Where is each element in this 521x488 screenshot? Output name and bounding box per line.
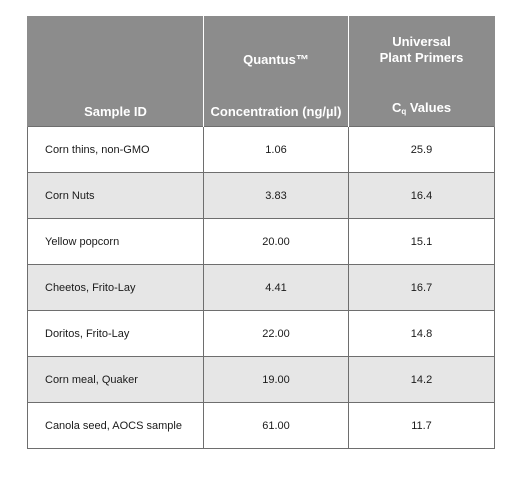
- header-cq-rest: Values: [406, 100, 452, 115]
- table-body: Corn thins, non-GMO 1.06 25.9 Corn Nuts …: [27, 126, 495, 449]
- sample-cell: Yellow popcorn: [27, 218, 204, 265]
- cq-cell: 14.8: [348, 310, 495, 357]
- sample-cell: Corn Nuts: [27, 172, 204, 219]
- header-concentration: Quantus™ Concentration (ng/µl): [203, 16, 349, 127]
- concentration-cell: 20.00: [203, 218, 349, 265]
- header-cq-subscript: q: [401, 107, 407, 116]
- header-cq-values: Universal Plant Primers Cq Values: [348, 16, 495, 127]
- header-sample-id-label: Sample ID: [84, 104, 147, 119]
- concentration-cell: 22.00: [203, 310, 349, 357]
- header-concentration-label: Concentration (ng/µl): [210, 104, 342, 119]
- concentration-cell: 4.41: [203, 264, 349, 311]
- sample-cell: Doritos, Frito-Lay: [27, 310, 204, 357]
- table-row: Doritos, Frito-Lay 22.00 14.8: [27, 310, 495, 357]
- sample-cell: Canola seed, AOCS sample: [27, 402, 204, 449]
- table-row: Yellow popcorn 20.00 15.1: [27, 218, 495, 265]
- cq-cell: 15.1: [348, 218, 495, 265]
- header-primers-line2: Plant Primers: [379, 50, 464, 65]
- table-header: Sample ID Quantus™ Concentration (ng/µl)…: [27, 16, 495, 127]
- concentration-cell: 19.00: [203, 356, 349, 403]
- header-primers-label: Universal Plant Primers: [349, 34, 494, 66]
- cq-cell: 14.2: [348, 356, 495, 403]
- table-row: Corn meal, Quaker 19.00 14.2: [27, 356, 495, 403]
- header-cq-c: C: [391, 100, 402, 115]
- header-cq-label: Cq Values: [349, 100, 494, 120]
- cq-cell: 11.7: [348, 402, 495, 449]
- results-table: Sample ID Quantus™ Concentration (ng/µl)…: [27, 16, 495, 449]
- table-row: Corn Nuts 3.83 16.4: [27, 172, 495, 219]
- sample-cell: Cheetos, Frito-Lay: [27, 264, 204, 311]
- cq-cell: 16.4: [348, 172, 495, 219]
- header-row: Sample ID Quantus™ Concentration (ng/µl)…: [27, 16, 495, 127]
- table-row: Corn thins, non-GMO 1.06 25.9: [27, 126, 495, 173]
- concentration-cell: 1.06: [203, 126, 349, 173]
- table-row: Canola seed, AOCS sample 61.00 11.7: [27, 402, 495, 449]
- table-row: Cheetos, Frito-Lay 4.41 16.7: [27, 264, 495, 311]
- cq-cell: 25.9: [348, 126, 495, 173]
- cq-cell: 16.7: [348, 264, 495, 311]
- concentration-cell: 61.00: [203, 402, 349, 449]
- header-quantus-label: Quantus™: [243, 52, 309, 67]
- header-sample-id: Sample ID: [27, 16, 204, 127]
- sample-cell: Corn meal, Quaker: [27, 356, 204, 403]
- header-primers-line1: Universal: [392, 34, 451, 49]
- concentration-cell: 3.83: [203, 172, 349, 219]
- sample-cell: Corn thins, non-GMO: [27, 126, 204, 173]
